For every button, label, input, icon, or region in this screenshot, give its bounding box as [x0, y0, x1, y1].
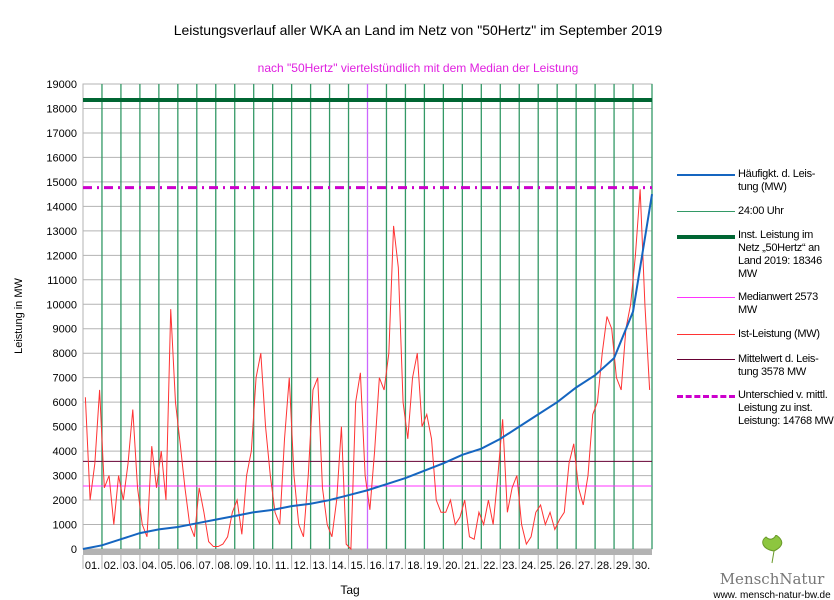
x-tick-label: 16.: [369, 560, 384, 572]
y-tick-label: 1000: [53, 520, 77, 532]
y-tick-label: 2000: [53, 495, 77, 507]
y-tick-label: 15000: [46, 177, 77, 189]
actual-power-line: [84, 189, 651, 551]
legend-label: Häufigkt. d. Leis-tung (MW): [738, 168, 816, 193]
legend-label: Mittelwert d. Leis-tung 3578 MW: [738, 353, 819, 378]
y-tick-label: 19000: [46, 79, 77, 91]
x-axis-bar: [83, 549, 652, 555]
y-tick-label: 16000: [46, 152, 77, 164]
x-tick-label: 27.: [578, 560, 593, 572]
legend-swatch: [677, 297, 735, 298]
y-tick-label: 12000: [46, 250, 77, 262]
x-tick-label: 14.: [331, 560, 346, 572]
logo-name: MenschNatur: [719, 570, 825, 588]
y-tick-label: 3000: [53, 471, 77, 483]
y-tick-label: 13000: [46, 226, 77, 238]
duration-curve-line: [82, 193, 653, 550]
x-tick-label: 07.: [199, 560, 214, 572]
legend-swatch: [677, 174, 735, 176]
logo-url: www. mensch-natur-bw.de: [713, 590, 831, 600]
x-tick-label: 13.: [312, 560, 327, 572]
y-tick-label: 4000: [53, 446, 77, 458]
x-tick-label: 01.: [85, 560, 100, 572]
legend-label: Inst. Leistung im Netz „50Hertz“ an Land…: [738, 229, 822, 280]
legend-swatch: [677, 359, 735, 360]
legend-swatch: [677, 235, 735, 239]
legend-label: Medianwert 2573 MW: [738, 291, 818, 316]
x-tick-label: 17.: [388, 560, 403, 572]
y-tick-label: 7000: [53, 373, 77, 385]
legend-swatch: [677, 334, 735, 335]
legend-label: Unterschied v. mittl. Leistung zu inst. …: [738, 389, 834, 427]
y-tick-label: 8000: [53, 348, 77, 360]
x-tick-label: 22.: [483, 560, 498, 572]
x-tick-label: 24.: [521, 560, 536, 572]
logo: MenschNatur www. mensch-natur-bw.de: [710, 534, 834, 600]
x-tick-label: 25.: [540, 560, 555, 572]
y-tick-label: 11000: [47, 275, 77, 287]
x-tick-label: 03.: [123, 560, 138, 572]
x-axis-label: Tag: [340, 583, 359, 597]
x-tick-label: 29.: [616, 560, 631, 572]
chart-title: Leistungsverlauf aller WKA an Land im Ne…: [174, 22, 663, 38]
x-tick-label: 20.: [445, 560, 460, 572]
y-tick-label: 5000: [53, 422, 77, 434]
legend-swatch: [677, 395, 735, 398]
legend-label: 24:00 Uhr: [738, 205, 784, 217]
y-tick-label: 17000: [46, 128, 77, 140]
x-tick-label: 12.: [293, 560, 308, 572]
x-tick-label: 11.: [275, 560, 289, 572]
x-tick-label: 21.: [464, 560, 479, 572]
x-tick-label: 18.: [407, 560, 422, 572]
legend-label: Ist-Leistung (MW): [738, 328, 820, 340]
x-tick-label: 06.: [180, 560, 195, 572]
x-tick-label: 09.: [237, 560, 252, 572]
x-tick-label: 19.: [426, 560, 441, 572]
y-tick-label: 18000: [46, 103, 77, 115]
x-tick-label: 30.: [635, 560, 650, 572]
legend-swatch: [677, 211, 735, 212]
y-tick-label: 10000: [46, 299, 77, 311]
y-tick-label: 6000: [53, 397, 77, 409]
y-axis-label: Leistung in MW: [13, 277, 25, 353]
y-tick-label: 0: [71, 544, 77, 556]
ginkgo-leaf-icon: [762, 534, 783, 564]
x-tick-label: 02.: [104, 560, 119, 572]
x-tick-label: 08.: [218, 560, 233, 572]
x-tick-label: 15.: [350, 560, 365, 572]
y-tick-label: 9000: [53, 324, 77, 336]
x-tick-label: 10.: [256, 560, 271, 572]
x-tick-label: 23.: [502, 560, 517, 572]
x-tick-label: 05.: [161, 560, 176, 572]
y-tick-label: 14000: [46, 201, 77, 213]
chart-subtitle: nach "50Hertz" viertelstündlich mit dem …: [258, 61, 579, 75]
x-tick-label: 04.: [142, 560, 157, 572]
x-tick-label: 26.: [559, 560, 574, 572]
x-tick-label: 28.: [597, 560, 612, 572]
